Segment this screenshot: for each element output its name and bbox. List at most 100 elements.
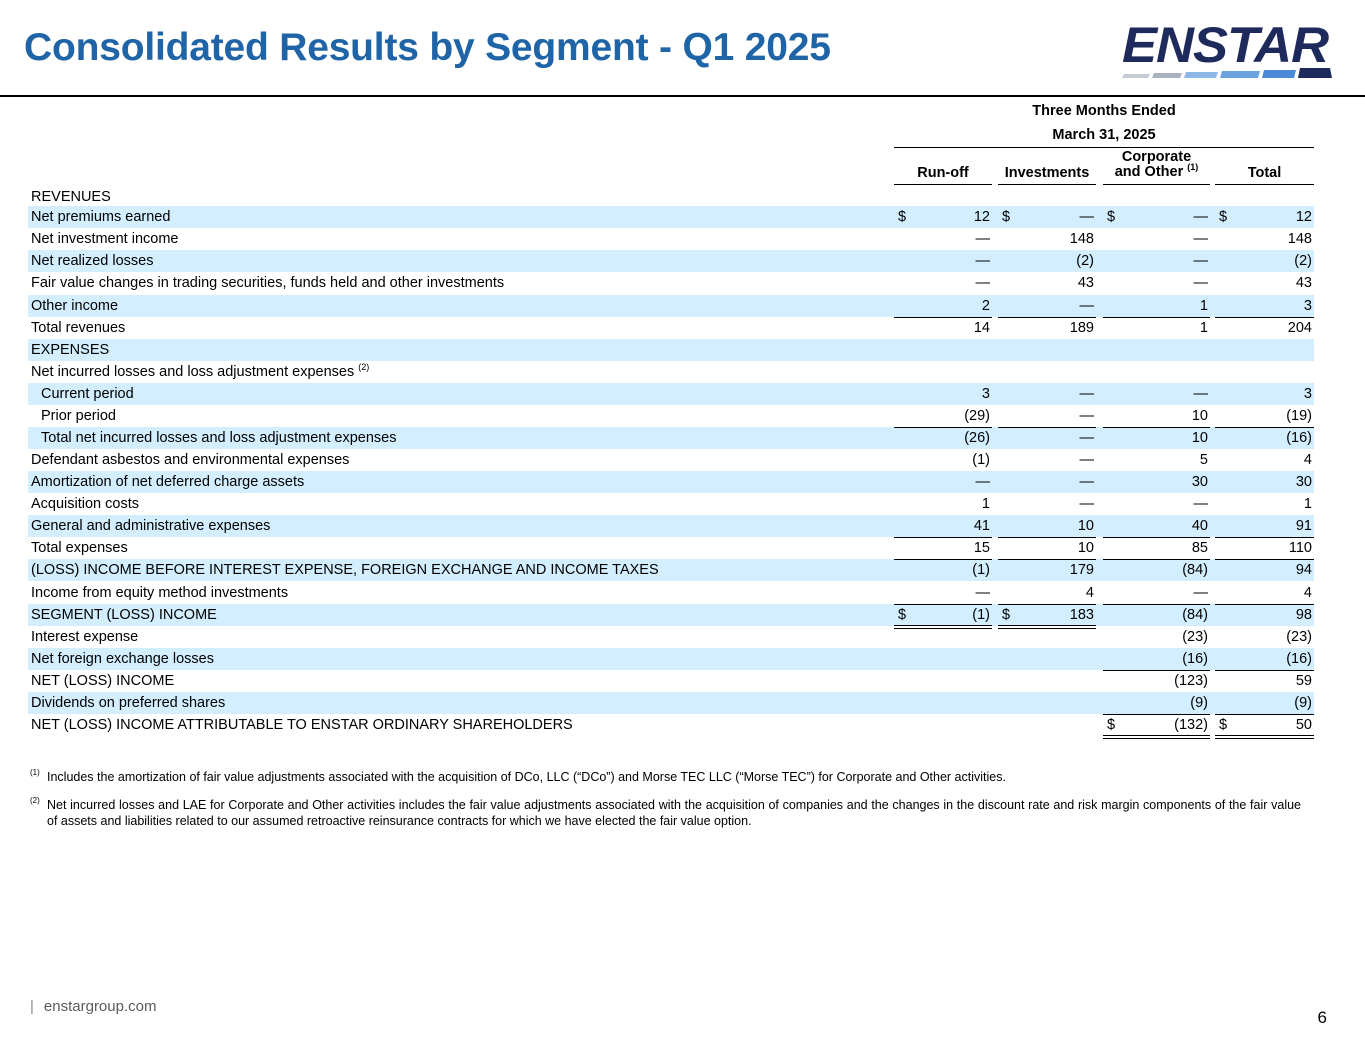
cell-investments [998, 364, 1096, 382]
cell-value: 2 [981, 298, 990, 314]
col-corporate-line1: Corporate [1121, 149, 1192, 165]
row-label: Total revenues [31, 320, 125, 336]
table-row: Defendant asbestos and environmental exp… [28, 449, 1314, 471]
cell-total: $12 [1215, 209, 1314, 227]
cell-value: — [1193, 275, 1209, 291]
table-row: NET (LOSS) INCOME ATTRIBUTABLE TO ENSTAR… [28, 714, 1314, 736]
cell-investments: 10 [998, 540, 1096, 558]
total-double-underline [1103, 735, 1210, 739]
cell-runoff [894, 189, 992, 207]
cell-value: 3 [1303, 298, 1312, 314]
cell-investments: 179 [998, 562, 1096, 580]
cell-total: (2) [1215, 253, 1314, 271]
col-investments: Investments [1004, 165, 1090, 181]
cell-value: — [1079, 474, 1095, 490]
cell-corporate: 1 [1103, 320, 1210, 338]
cell-runoff [894, 629, 992, 647]
subtotal-underline [998, 427, 1096, 428]
cell-value: (1) [972, 452, 990, 468]
row-label-text: EXPENSES [31, 342, 110, 358]
cell-value: — [975, 275, 991, 291]
cell-value: 10 [1077, 518, 1094, 534]
col-total: Total [1247, 165, 1282, 181]
row-label-text: Total expenses [31, 540, 128, 556]
cell-value: 204 [1287, 320, 1312, 336]
cell-value: (84) [1182, 562, 1208, 578]
dollar-sign: $ [1219, 717, 1228, 733]
table-row: Net realized losses — (2) — (2) [28, 250, 1314, 272]
cell-value: 91 [1295, 518, 1312, 534]
dollar-sign: $ [1002, 209, 1011, 225]
cell-corporate [1103, 364, 1210, 382]
table-row: SEGMENT (LOSS) INCOME $ (1) $183 (84) 98 [28, 604, 1314, 626]
subtotal-underline [894, 317, 992, 318]
cell-value: — [975, 231, 991, 247]
cell-value: (16) [1286, 651, 1312, 667]
row-label: Income from equity method investments [31, 585, 288, 601]
cell-runoff: — [894, 585, 992, 603]
cell-corporate: (123) [1103, 673, 1210, 691]
table-row: Net premiums earned $12 $ — $ — $12 [28, 206, 1314, 228]
subtotal-underline [998, 537, 1096, 538]
row-label-text: Net realized losses [31, 253, 154, 269]
row-label: Other income [31, 298, 118, 314]
row-label-text: Total revenues [31, 320, 126, 336]
table-row: Net foreign exchange losses (16) (16) [28, 648, 1314, 670]
cell-runoff: 14 [894, 320, 992, 338]
cell-value: — [1079, 386, 1095, 402]
cell-investments: 189 [998, 320, 1096, 338]
row-label: Total expenses [31, 540, 128, 556]
cell-investments: 10 [998, 518, 1096, 536]
cell-corporate: 10 [1103, 430, 1210, 448]
row-label: Prior period [41, 408, 116, 424]
cell-total: 4 [1215, 585, 1314, 603]
cell-value: (16) [1182, 651, 1208, 667]
cell-corporate: (84) [1103, 607, 1210, 625]
subtotal-underline [894, 537, 992, 538]
cell-runoff: — [894, 474, 992, 492]
cell-corporate: (23) [1103, 629, 1210, 647]
cell-corporate: — [1103, 496, 1210, 514]
footnote-2-marker: (2) [30, 796, 40, 805]
cell-value: 15 [973, 540, 990, 556]
cell-investments: — [998, 430, 1096, 448]
row-label: NET (LOSS) INCOME [31, 673, 174, 689]
page-title: Consolidated Results by Segment - Q1 202… [24, 26, 831, 69]
table-row: NET (LOSS) INCOME (123) 59 [28, 670, 1314, 692]
cell-value: (1) [972, 562, 990, 578]
cell-value: — [1079, 496, 1095, 512]
row-label: SEGMENT (LOSS) INCOME [31, 607, 217, 623]
col-corporate-note: (1) [1187, 162, 1199, 172]
cell-total: 94 [1215, 562, 1314, 580]
row-label-text: Amortization of net deferred charge asse… [31, 474, 305, 490]
table-row: (LOSS) INCOME BEFORE INTEREST EXPENSE, F… [28, 559, 1314, 581]
dollar-sign: $ [1107, 209, 1116, 225]
cell-corporate: $ (132) [1103, 717, 1210, 735]
cell-corporate [1103, 189, 1210, 207]
cell-value: 14 [973, 320, 990, 336]
cell-value: — [1193, 386, 1209, 402]
cell-value: 189 [1069, 320, 1094, 336]
col-corporate-underline [1103, 184, 1210, 185]
header-rule [0, 95, 1365, 97]
subtotal-underline [998, 604, 1096, 605]
cell-value: (23) [1286, 629, 1312, 645]
subtotal-underline [1215, 537, 1314, 538]
cell-value: 59 [1295, 673, 1312, 689]
cell-investments: (2) [998, 253, 1096, 271]
cell-value: — [975, 585, 991, 601]
cell-value: 148 [1287, 231, 1312, 247]
subtotal-underline [1215, 714, 1314, 715]
cell-investments: — [998, 496, 1096, 514]
footer-divider: | [30, 998, 34, 1015]
cell-runoff: (26) [894, 430, 992, 448]
row-label: General and administrative expenses [31, 518, 270, 534]
cell-investments [998, 717, 1096, 735]
cell-runoff: (1) [894, 562, 992, 580]
footer-website[interactable]: enstargroup.com [43, 998, 157, 1015]
cell-corporate: 85 [1103, 540, 1210, 558]
total-double-underline [1215, 735, 1314, 739]
row-label-text: NET (LOSS) INCOME ATTRIBUTABLE TO ENSTAR… [31, 717, 573, 733]
cell-total: 1 [1215, 496, 1314, 514]
cell-total: (16) [1215, 430, 1314, 448]
